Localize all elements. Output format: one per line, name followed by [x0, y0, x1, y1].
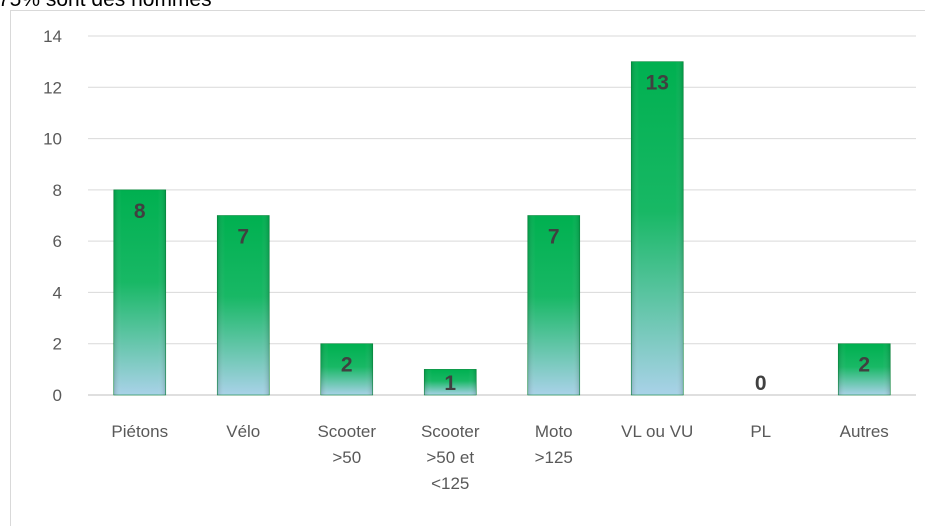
x-tick-label: Piétons — [111, 422, 169, 441]
data-label: 7 — [548, 226, 560, 249]
y-tick-label: 4 — [53, 283, 62, 302]
data-label: 13 — [646, 72, 669, 95]
x-tick-label: Scooter >50 et <125 — [420, 422, 480, 493]
x-tick-label: VL ou VU — [621, 422, 694, 441]
x-tick-label: Moto >125 — [534, 422, 573, 467]
data-label: 0 — [755, 372, 767, 395]
x-tick-label: Autres — [839, 422, 889, 441]
bar — [837, 343, 891, 396]
data-label: 2 — [858, 354, 870, 377]
data-label: 2 — [341, 354, 353, 377]
bar — [320, 343, 374, 396]
chart-title: 75% sont des hommes — [0, 0, 212, 11]
y-tick-label: 0 — [53, 386, 62, 405]
bar — [423, 369, 477, 396]
x-tick-label: Vélo — [226, 422, 261, 441]
x-tick-label: PL — [750, 422, 772, 441]
y-tick-label: 2 — [53, 335, 62, 354]
bar — [216, 215, 270, 396]
bar — [630, 61, 684, 396]
data-label: 7 — [237, 226, 249, 249]
bar — [113, 189, 167, 396]
data-label: 1 — [444, 372, 456, 395]
y-tick-label: 6 — [53, 232, 62, 251]
x-tick-label: Scooter >50 — [317, 422, 377, 467]
y-tick-label: 12 — [43, 78, 62, 97]
y-tick-label: 14 — [43, 27, 62, 46]
data-label: 8 — [134, 200, 146, 223]
bar — [527, 215, 581, 396]
chart-border — [10, 10, 925, 526]
y-tick-label: 8 — [53, 181, 62, 200]
y-tick-label: 10 — [43, 130, 62, 149]
